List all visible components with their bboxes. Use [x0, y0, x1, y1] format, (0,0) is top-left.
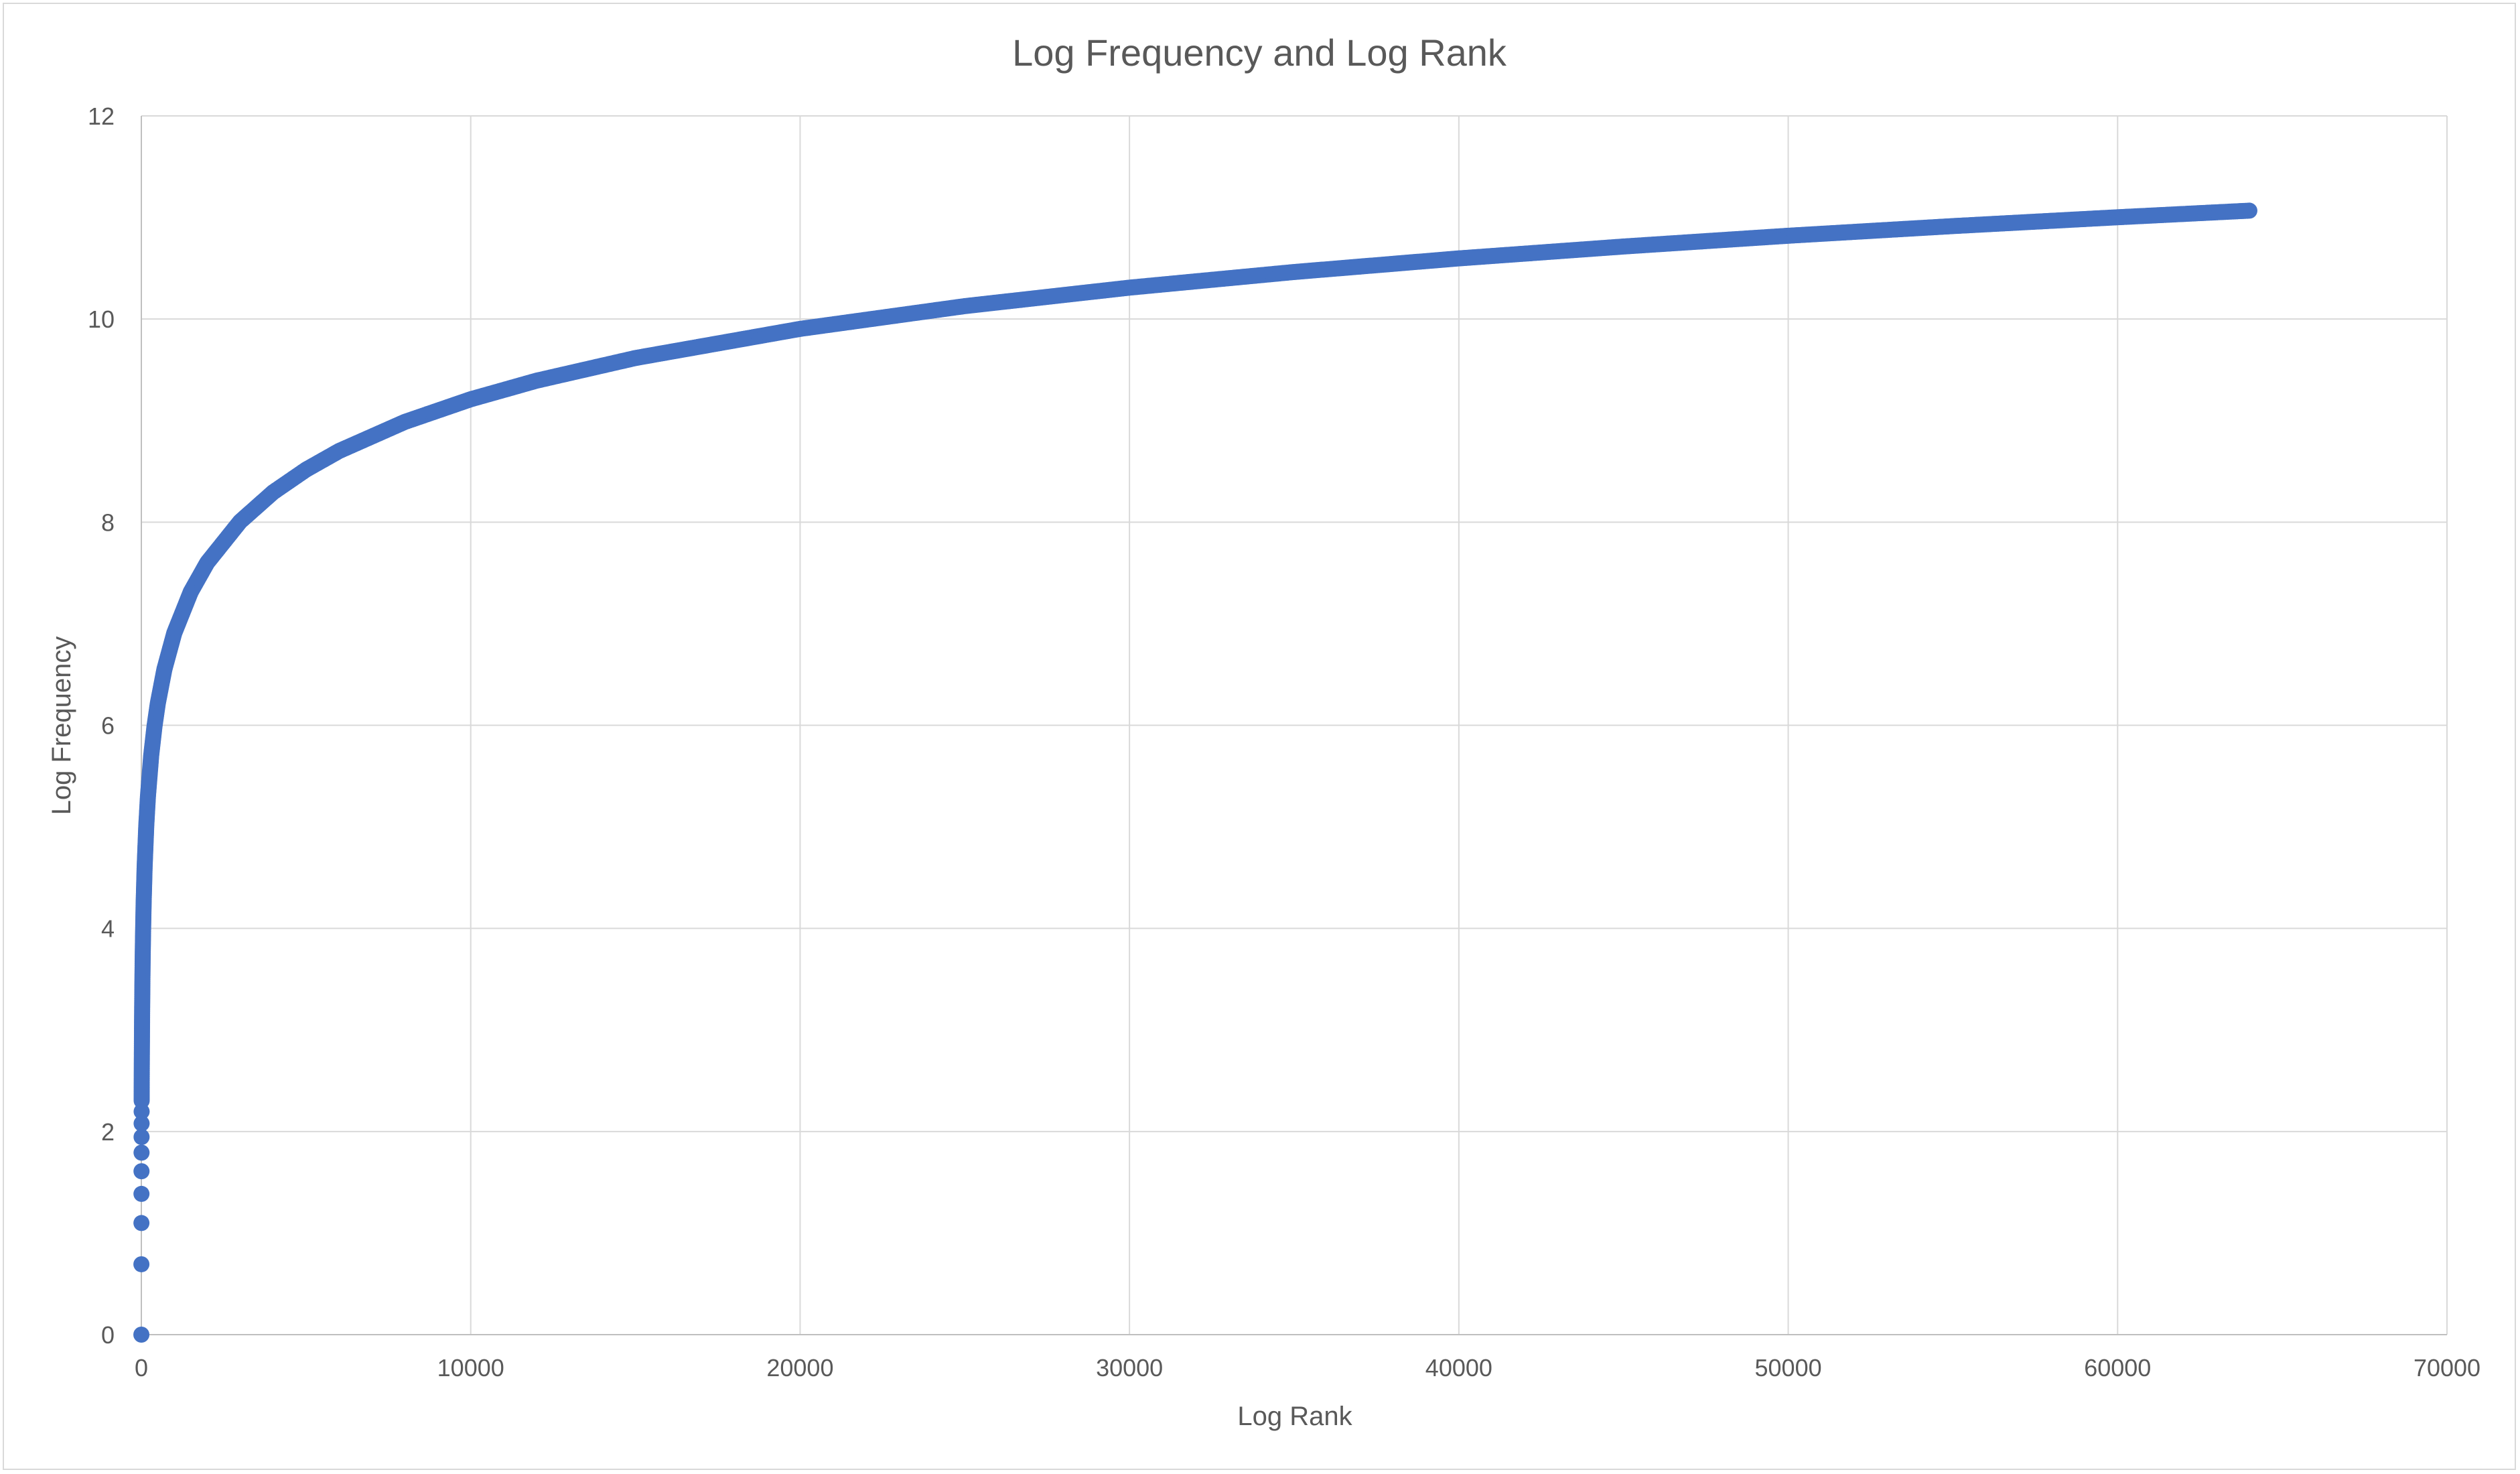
y-tick-label: 0	[101, 1321, 115, 1349]
x-tick-label: 30000	[1096, 1354, 1163, 1382]
data-point	[133, 1185, 150, 1202]
y-tick-label: 2	[101, 1118, 115, 1146]
x-tick-label: 10000	[437, 1354, 504, 1382]
y-tick-label: 8	[101, 509, 115, 536]
y-tick-label: 10	[88, 306, 115, 333]
tick-labels: 0 10000 20000 30000 40000 50000 60000 70000 0 2 4 6…	[88, 103, 2480, 1382]
data-point	[133, 1129, 150, 1146]
y-tick-label: 6	[101, 712, 115, 740]
x-tick-label: 70000	[2413, 1354, 2480, 1382]
data-point	[133, 1215, 150, 1231]
data-series	[133, 202, 2257, 1343]
x-tick-label: 20000	[766, 1354, 833, 1382]
data-point	[133, 1256, 150, 1272]
data-point	[133, 1163, 150, 1180]
data-point	[133, 1144, 150, 1161]
y-tick-label: 4	[101, 915, 115, 943]
x-axis-title: Log Rank	[1237, 1402, 1352, 1431]
x-tick-label: 60000	[2084, 1354, 2151, 1382]
gridlines	[141, 115, 2448, 1335]
x-tick-label: 50000	[1755, 1354, 1822, 1382]
chart-area	[3, 3, 2516, 1470]
y-tick-label: 12	[88, 103, 115, 130]
x-tick-label: 40000	[1425, 1354, 1492, 1382]
chart-title: Log Frequency and Log Rank	[1012, 31, 1507, 74]
data-point	[133, 1115, 150, 1132]
data-point	[2241, 202, 2257, 219]
y-axis-title: Log Frequency	[47, 636, 76, 815]
x-tick-label: 0	[135, 1354, 148, 1382]
data-point	[133, 1327, 150, 1343]
